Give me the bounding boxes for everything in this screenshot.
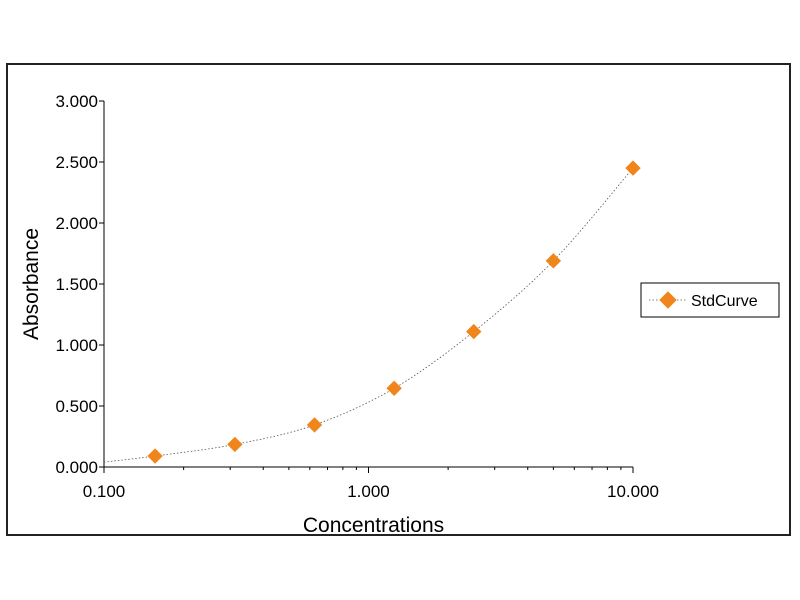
- chart-frame: 0.000 0.500 1.000 1.500 2.000 2.500 3.000 0.10…: [6, 63, 791, 536]
- y-tick-label: 2.000: [55, 214, 98, 233]
- data-point: [306, 417, 323, 433]
- y-tick-label: 0.000: [55, 458, 98, 477]
- y-axis-title: Absorbance: [20, 228, 43, 340]
- y-tick-label: 0.500: [55, 397, 98, 416]
- standard-curve-chart: 0.000 0.500 1.000 1.500 2.000 2.500 3.000 0.10…: [20, 92, 780, 534]
- x-ticks: 0.100 1.000 10.000: [83, 467, 659, 501]
- y-tick-label: 2.500: [55, 153, 98, 172]
- data-point: [147, 448, 163, 464]
- data-point: [545, 253, 562, 269]
- legend: StdCurve: [640, 282, 780, 318]
- legend-diamond-marker: [659, 291, 677, 309]
- x-tick-label: 10.000: [607, 482, 659, 501]
- y-tick-label: 1.000: [55, 336, 98, 355]
- data-point: [227, 436, 243, 453]
- y-tick-label: 1.500: [55, 275, 98, 294]
- axes: [103, 101, 633, 468]
- data-point: [386, 380, 402, 397]
- x-tick-label: 1.000: [347, 482, 390, 501]
- legend-label: StdCurve: [691, 293, 758, 310]
- y-tick-label: 3.000: [55, 92, 98, 111]
- data-point: [625, 160, 641, 176]
- x-tick-label: 0.100: [83, 482, 126, 501]
- data-points: [147, 160, 641, 464]
- x-axis-title: Concentrations: [303, 514, 444, 534]
- fit-curve-line: [103, 167, 634, 463]
- y-ticks: 0.000 0.500 1.000 1.500 2.000 2.500 3.000: [55, 92, 104, 477]
- data-point: [466, 323, 482, 340]
